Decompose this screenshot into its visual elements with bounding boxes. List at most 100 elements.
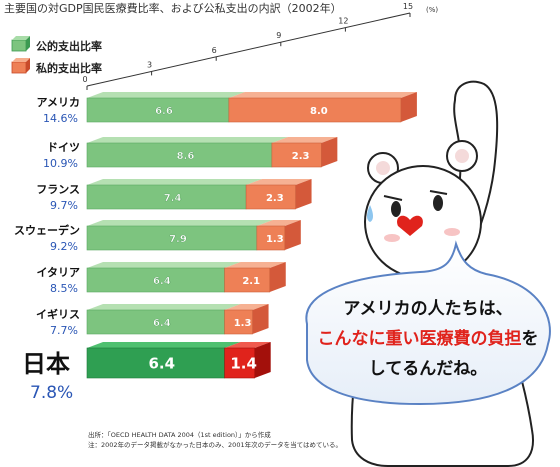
speech-line-2-emphasis: こんなに重い医療費の負担 — [318, 328, 522, 349]
legend-swatch-public — [11, 39, 27, 52]
bar-public-value-label: 7.9 — [169, 234, 187, 245]
category-label: ドイツ — [47, 141, 80, 154]
speech-line-2-tail: を — [522, 329, 539, 349]
x-axis-tick-label: 0 — [82, 75, 87, 84]
bar-private-top — [246, 179, 312, 185]
category-label: イギリス — [36, 307, 80, 321]
bar-private — [271, 142, 322, 168]
bar-private-value-label: 2.3 — [266, 193, 284, 204]
bar-public — [86, 267, 225, 293]
x-axis-tick-label: 3 — [147, 60, 152, 69]
bar-private-value-label: 1.3 — [266, 234, 284, 245]
legend-swatch-private — [11, 61, 27, 74]
bar-private — [256, 225, 286, 251]
chart-title: 主要国の対GDP国民医療費比率、および公私支出の内訳（2002年） — [4, 1, 342, 15]
category-total-label: 14.6% — [43, 112, 78, 125]
bar-public-top — [87, 137, 288, 143]
x-axis-unit: (%) — [426, 6, 438, 14]
speech-line-3: してるんだね。 — [369, 359, 488, 379]
bear-eye-right — [433, 195, 443, 211]
bar-private-top — [224, 304, 269, 310]
bar-public — [86, 309, 225, 335]
bar-private-side — [295, 179, 312, 209]
bar-public — [86, 97, 230, 123]
bar-private — [224, 267, 271, 293]
category-total-label: 9.2% — [50, 240, 78, 253]
bar-public — [86, 142, 273, 168]
x-axis-tick-label: 12 — [338, 17, 348, 26]
footnote-source: 出所：「OECD HEALTH DATA 2004（1st edition）」か… — [88, 430, 271, 439]
legend-item-public: 公的支出比率 — [11, 36, 102, 53]
bar-private — [228, 97, 402, 123]
bar-private-side — [269, 262, 286, 292]
bear-brow-left — [383, 195, 403, 201]
bar-private-side — [284, 220, 301, 250]
bar-private — [224, 347, 256, 379]
category-label: フランス — [36, 183, 80, 196]
bar-public — [86, 225, 258, 251]
category-label: イタリア — [36, 266, 80, 279]
bar-private-top — [224, 262, 286, 268]
footnote-note: 注：2002年のデータ掲載がなかった日本のみ、2001年次のデータを当てはめてい… — [88, 440, 342, 449]
category-total-label: 10.9% — [43, 157, 78, 170]
legend-label-private: 私的支出比率 — [36, 61, 102, 75]
bar-private-side — [400, 92, 417, 122]
legend-label-public: 公的支出比率 — [36, 39, 102, 53]
legend: 公的支出比率 私的支出比率 — [11, 36, 102, 75]
bar-public-value-label: 8.6 — [177, 151, 195, 162]
bar-private-value-label: 1.4 — [230, 355, 257, 373]
speech-bubble-shape — [305, 240, 551, 406]
bear-ear-inner-right — [455, 149, 469, 163]
category-total-label: 7.8% — [30, 383, 73, 403]
category-total-label: 9.7% — [50, 199, 78, 212]
bear-brow-right — [429, 190, 448, 195]
bar-private-top — [271, 137, 338, 143]
legend-swatch-public-side — [26, 36, 30, 51]
bar-public-top — [87, 179, 263, 185]
legend-item-private: 私的支出比率 — [11, 58, 102, 75]
category-total-label: 7.7% — [50, 324, 78, 337]
category-label: アメリカ — [37, 96, 80, 109]
legend-swatch-private-side — [26, 58, 30, 73]
bar-public — [86, 347, 225, 379]
heart-nose-icon — [397, 215, 423, 236]
bar-public-top — [87, 92, 245, 98]
bar-private-side — [252, 304, 269, 334]
bear-blush-right — [444, 228, 460, 236]
x-axis-tick-label: 6 — [212, 46, 217, 55]
bar-private-value-label: 2.3 — [292, 151, 310, 162]
bar-private-top — [228, 92, 417, 98]
category-label: スウェーデン — [14, 223, 80, 237]
bear-eye-left — [391, 201, 401, 217]
category-label: 日本 — [22, 350, 70, 378]
bar-public-top — [87, 220, 273, 226]
category-total-label: 8.5% — [50, 282, 78, 295]
bear-ear-inner-left — [376, 161, 390, 175]
speech-bubble: アメリカの人たちは、 こんなに重い医療費の負担を してるんだね。 — [305, 240, 551, 406]
bar-public-top — [87, 342, 241, 348]
bar-public-value-label: 6.4 — [153, 318, 171, 329]
x-axis-tick-label: 15 — [403, 2, 413, 11]
bar-public-value-label: 6.4 — [153, 276, 171, 287]
bar-private — [245, 184, 296, 210]
bar-private-top — [224, 342, 271, 348]
bar-private-value-label: 2.1 — [242, 276, 260, 287]
bar-public-top — [87, 262, 241, 268]
bar-private-value-label: 8.0 — [310, 106, 328, 117]
bar-public-top — [87, 304, 241, 310]
bar-public-value-label: 6.4 — [149, 355, 176, 373]
speech-line-2: こんなに重い医療費の負担を — [318, 328, 539, 349]
bar-group: 6.6 8.0 8.6 2.3 7.4 2.3 7.9 1.3 6.4 2.1 6.4 1.3 6.4 1… — [86, 92, 417, 379]
bar-private — [224, 309, 253, 335]
legend-swatch-private-top — [12, 58, 30, 62]
bar-private-value-label: 1.3 — [234, 318, 252, 329]
sweat-drop-icon — [367, 205, 373, 222]
bar-public-value-label: 6.6 — [155, 106, 173, 117]
x-axis-tick-label: 9 — [276, 31, 281, 40]
category-labels: アメリカ 14.6% ドイツ 10.9% フランス 9.7% スウェーデン 9.2% イタリア 8… — [14, 96, 80, 403]
bar-private-side — [321, 137, 338, 167]
x-axis: (%) 0 3 6 9 12 15 — [82, 2, 438, 90]
bear-blush-left — [384, 234, 400, 242]
